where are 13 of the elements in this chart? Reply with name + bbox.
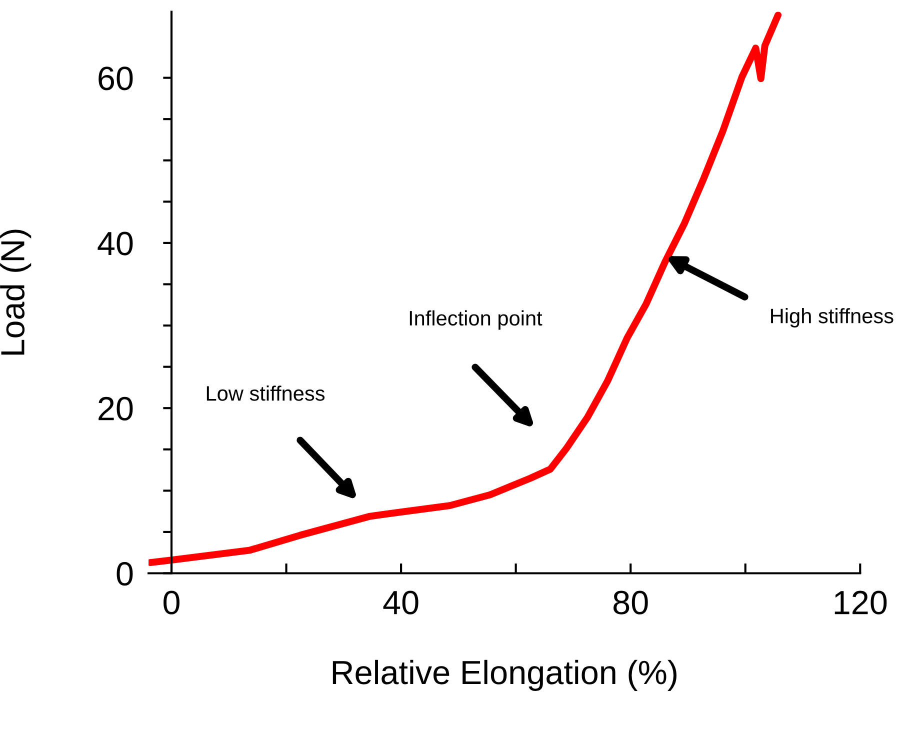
annotation: Low stiffness (206, 386, 325, 401)
x-tick-label: 120 (834, 590, 887, 614)
y-tick-label: 40 (98, 232, 133, 256)
y-tick-label: 0 (116, 562, 133, 586)
x-axis-title: Relative Elongation (%) (332, 660, 676, 691)
x-tick-label: 80 (614, 590, 648, 614)
x-tick-label: 0 (164, 590, 180, 614)
annotation: High stiffness (771, 308, 894, 328)
annotation: Inflection point (410, 310, 542, 330)
y-tick-label: 60 (98, 66, 133, 90)
x-tick-label: 40 (383, 590, 418, 614)
y-tick-label: 20 (98, 396, 133, 421)
y-axis-title: Load (N) (0, 230, 32, 355)
